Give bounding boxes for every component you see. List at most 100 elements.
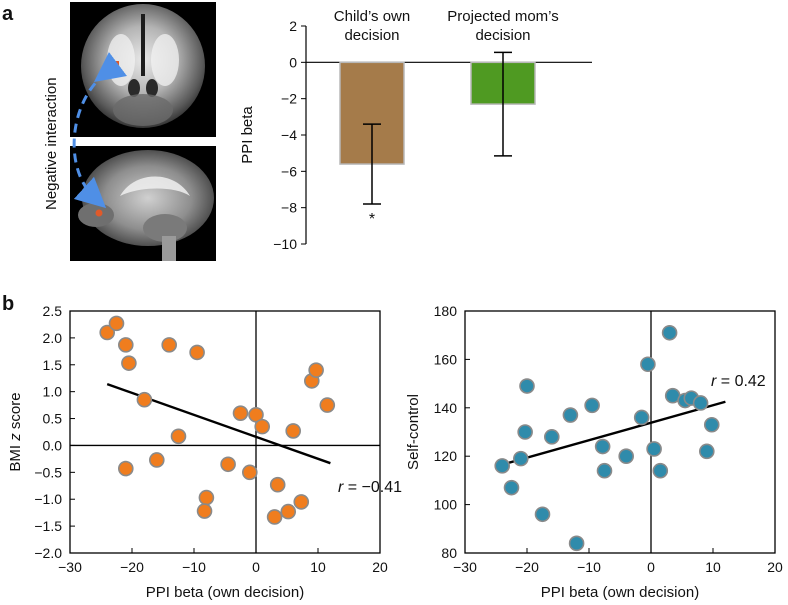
y-tick-label: 120	[434, 448, 458, 464]
data-point	[534, 506, 551, 523]
data-point	[99, 324, 115, 341]
data-point	[512, 450, 529, 467]
data-point	[285, 423, 302, 439]
roi-marker-coronal	[112, 61, 119, 68]
data-point	[108, 315, 125, 332]
data-point	[196, 503, 213, 519]
data-point	[198, 489, 215, 506]
y-tick-label: 2.0	[43, 330, 63, 346]
x-tick-label: −30	[453, 559, 477, 575]
x-tick-label: −30	[58, 559, 82, 575]
bar-y-tick-label: −6	[281, 163, 297, 179]
data-point	[189, 344, 205, 361]
y-tick-label: 100	[434, 497, 458, 513]
bar-category-label: Projected mom’s decision	[447, 8, 558, 44]
data-point	[703, 416, 720, 433]
negative-interaction-label: Negative interaction	[43, 77, 60, 210]
data-point	[568, 535, 585, 552]
data-point	[543, 429, 560, 445]
data-point	[280, 503, 297, 520]
data-point	[319, 397, 336, 413]
sagittal-brain-image	[70, 146, 216, 261]
bar-y-tick-label: 0	[289, 54, 297, 70]
data-point	[242, 464, 258, 481]
y-tick-label: −1.5	[34, 518, 62, 534]
x-tick-label: −10	[577, 559, 601, 575]
data-point	[118, 337, 134, 353]
bar-y-tick-label: −8	[281, 200, 297, 216]
x-tick-label: 20	[767, 559, 783, 575]
data-point	[652, 462, 669, 479]
roi-marker-sagittal	[95, 209, 103, 217]
x-tick-label: 0	[252, 559, 260, 575]
data-point	[494, 458, 511, 474]
data-point	[170, 428, 187, 445]
bar-y-tick-label: −2	[281, 91, 297, 107]
data-point	[519, 378, 535, 394]
y-tick-label: 0.5	[43, 411, 63, 427]
data-point	[594, 438, 611, 455]
y-tick-label: −1.0	[34, 491, 62, 507]
x-tick-label: −20	[515, 559, 539, 575]
coronal-brain-image	[70, 2, 216, 137]
correlation-annotation: r = 0.42	[711, 373, 766, 390]
data-point	[161, 337, 177, 353]
x-axis-label: PPI beta (own decision)	[541, 584, 699, 601]
bmi-scatter-chart: −30 −20 −10 0 10 20 2.5 2.0 1.5 1.0 0.5 0.0 −0.5 −1.0…	[7, 303, 402, 601]
y-tick-label: −0.5	[34, 464, 62, 480]
correlation-annotation: r = −0.41	[338, 479, 402, 496]
data-point	[121, 355, 137, 371]
data-point	[293, 494, 310, 510]
data-point	[633, 409, 650, 426]
data-point	[661, 324, 678, 341]
y-tick-label: −2.0	[34, 545, 62, 561]
data-point	[596, 462, 613, 479]
y-tick-label: 80	[441, 545, 457, 561]
bar-y-axis-label: PPI beta	[239, 106, 256, 164]
plot-frame	[464, 310, 776, 554]
data-point	[618, 448, 635, 465]
data-point	[118, 460, 134, 477]
data-point	[308, 362, 324, 378]
y-axis-label: Self-control	[405, 394, 422, 470]
self-control-scatter-chart: −30 −20 −10 0 10 20 180 160 140 120 100 80 PPI beta …	[405, 303, 783, 601]
x-tick-label: −10	[182, 559, 206, 575]
regression-line	[501, 400, 726, 466]
panel-label-b: b	[2, 293, 14, 315]
x-tick-label: 10	[310, 559, 326, 575]
y-axis-label: BMI z score	[7, 392, 24, 471]
y-tick-label: 2.5	[43, 303, 63, 319]
data-point	[562, 407, 579, 423]
data-point	[232, 405, 249, 421]
y-tick-label: 0.0	[43, 437, 63, 453]
significance-star: *	[369, 211, 375, 228]
bar-y-tick-label: 2	[289, 18, 297, 34]
x-tick-label: 20	[372, 559, 388, 575]
y-tick-label: 1.5	[43, 357, 63, 373]
data-point	[136, 391, 153, 408]
y-tick-label: 160	[434, 351, 458, 367]
bar-chart: 2 0 −2 −4 −6 −8 −10 PPI beta * Child’s own decisio…	[239, 8, 592, 252]
y-tick-label: 1.0	[43, 384, 63, 400]
data-point	[640, 356, 656, 373]
panel-label-a: a	[2, 3, 14, 25]
data-point	[254, 418, 271, 435]
x-axis-label: PPI beta (own decision)	[146, 584, 304, 601]
x-tick-label: 10	[705, 559, 721, 575]
bar-category-label: Child’s own decision	[334, 8, 410, 44]
data-point	[266, 509, 283, 525]
data-point	[269, 476, 286, 493]
bar-y-tick-label: −10	[273, 236, 297, 252]
data-point	[149, 452, 165, 468]
plot-frame	[69, 310, 381, 554]
y-tick-label: 180	[434, 303, 458, 319]
data-point	[584, 397, 600, 414]
data-point	[517, 424, 533, 440]
negative-interaction-arrow	[72, 51, 128, 209]
bar-y-tick-label: −4	[281, 127, 297, 143]
data-point	[646, 441, 662, 457]
data-point	[503, 479, 520, 496]
x-tick-label: 0	[647, 559, 655, 575]
y-tick-label: 140	[434, 400, 458, 416]
